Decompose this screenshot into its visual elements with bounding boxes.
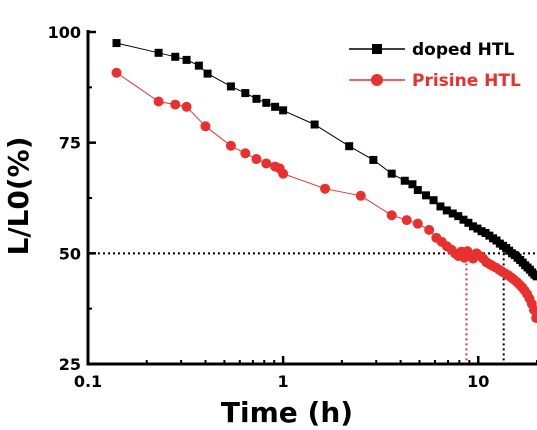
data-point xyxy=(473,224,482,233)
data-point xyxy=(153,96,164,107)
legend-marker-square xyxy=(372,44,382,54)
x-axis-title: Time (h) xyxy=(221,396,353,429)
data-point xyxy=(424,224,435,235)
axes: 25 50 75 100 0.1 1 10 xyxy=(48,23,537,391)
data-point xyxy=(171,52,180,61)
data-point xyxy=(531,312,537,323)
data-point xyxy=(429,196,438,205)
data-point xyxy=(442,206,451,215)
legend-label: Prisine HTL xyxy=(412,71,521,91)
data-point xyxy=(181,101,192,112)
data-point xyxy=(422,191,431,200)
legend-label: doped HTL xyxy=(412,40,514,60)
data-point xyxy=(279,106,288,115)
data-point xyxy=(251,154,262,165)
data-point xyxy=(241,89,250,98)
legend-marker-circle xyxy=(371,74,383,86)
data-point xyxy=(369,155,378,164)
data-point xyxy=(182,55,191,64)
data-point xyxy=(436,202,445,211)
data-point xyxy=(225,140,236,151)
data-point xyxy=(454,212,463,221)
series-line-2 xyxy=(116,72,537,319)
data-point xyxy=(532,272,537,281)
data-point xyxy=(387,169,396,178)
data-point xyxy=(401,215,412,226)
data-point xyxy=(240,148,251,159)
x-tick-label: 0.1 xyxy=(74,372,102,391)
data-point xyxy=(111,67,122,78)
y-tick-label: 100 xyxy=(48,23,81,42)
data-point xyxy=(203,69,212,78)
data-point xyxy=(226,82,235,91)
y-tick-label: 75 xyxy=(59,134,81,153)
data-point xyxy=(278,168,289,179)
y-tick-label: 25 xyxy=(59,355,81,374)
data-point xyxy=(310,120,319,129)
data-point xyxy=(386,210,397,221)
data-point xyxy=(459,215,468,224)
data-point xyxy=(412,218,423,229)
data-point xyxy=(400,176,409,185)
data-point xyxy=(252,94,261,103)
data-point xyxy=(528,304,537,315)
data-point xyxy=(469,222,478,231)
legend: doped HTL Prisine HTL xyxy=(349,40,521,91)
data-point xyxy=(154,48,163,57)
data-point xyxy=(413,186,422,195)
data-point xyxy=(408,180,417,189)
data-point xyxy=(464,218,473,227)
data-point xyxy=(261,158,272,169)
data-point xyxy=(345,142,354,151)
x-tick-label: 10 xyxy=(467,372,489,391)
y-axis-title: L/L0(%) xyxy=(2,136,35,255)
x-tick-label: 1 xyxy=(278,372,289,391)
data-point xyxy=(194,61,203,70)
data-point xyxy=(320,183,331,194)
data-point xyxy=(112,39,121,48)
data-point xyxy=(200,121,211,132)
series-group xyxy=(88,39,537,364)
data-point xyxy=(262,98,271,107)
plot-area xyxy=(88,39,537,364)
data-point xyxy=(448,209,457,218)
data-point xyxy=(170,99,181,110)
data-point xyxy=(271,102,280,111)
y-tick-label: 50 xyxy=(59,244,81,263)
data-point xyxy=(355,190,366,201)
